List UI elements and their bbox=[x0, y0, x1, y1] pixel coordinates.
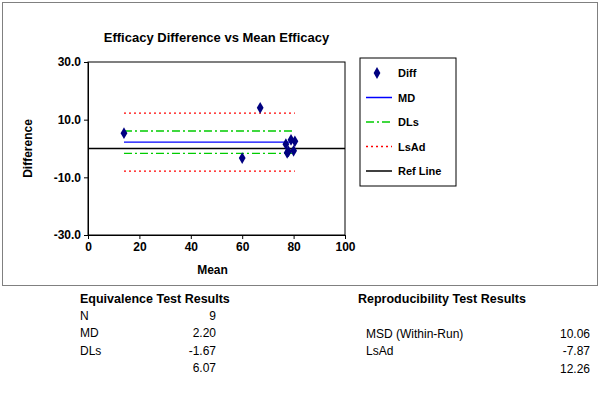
legend-box bbox=[360, 58, 456, 186]
legend-label: Ref Line bbox=[398, 165, 441, 177]
table-value: -7.87 bbox=[563, 344, 591, 358]
x-axis-line bbox=[89, 236, 346, 240]
table-value: 2.20 bbox=[193, 326, 217, 340]
legend-label: LsAd bbox=[398, 141, 426, 153]
limit-line bbox=[124, 113, 295, 114]
y-tick-label: 30.0 bbox=[58, 55, 82, 69]
legend-label: MD bbox=[398, 92, 415, 104]
x-tick: 100 bbox=[335, 235, 355, 254]
y-axis-title: Difference bbox=[21, 119, 35, 178]
x-tick-label: 20 bbox=[133, 240, 147, 254]
x-tick: 0 bbox=[85, 235, 92, 254]
y-tick-mark bbox=[84, 177, 88, 178]
limit-line bbox=[124, 171, 295, 172]
y-tick-mark bbox=[84, 62, 88, 63]
table-value: 9 bbox=[209, 309, 216, 323]
table-value: 12.26 bbox=[560, 362, 590, 376]
table-value: 10.06 bbox=[560, 327, 590, 341]
legend-symbol bbox=[366, 170, 392, 172]
x-tick-label: 60 bbox=[236, 240, 250, 254]
legend-label: Diff bbox=[398, 67, 417, 79]
x-axis: 0 20 40 60 80 100 bbox=[85, 235, 356, 254]
table-value: -1.67 bbox=[189, 344, 217, 358]
limit-line bbox=[124, 153, 295, 154]
y-tick-mark bbox=[84, 235, 88, 236]
legend-symbol bbox=[366, 97, 392, 99]
legend-symbol bbox=[366, 121, 392, 123]
x-tick-mark bbox=[139, 235, 140, 239]
y-tick: -30.0 bbox=[54, 228, 88, 242]
x-axis-title: Mean bbox=[197, 263, 228, 277]
table-label: MSD (Within-Run) bbox=[366, 327, 463, 341]
table-title: Reproducibility Test Results bbox=[358, 292, 526, 306]
point bbox=[257, 102, 264, 114]
point bbox=[239, 152, 246, 164]
y-axis: -30.0 -10.0 10.0 30.0 bbox=[54, 55, 89, 242]
table-value: 6.07 bbox=[193, 361, 217, 375]
x-tick: 60 bbox=[236, 235, 250, 254]
legend-symbol bbox=[366, 146, 392, 148]
x-tick: 80 bbox=[287, 235, 301, 254]
legend-label: DLs bbox=[398, 116, 419, 128]
reference-line bbox=[88, 148, 345, 149]
table-title: Equivalence Test Results bbox=[80, 292, 230, 306]
point bbox=[285, 145, 292, 157]
x-tick: 40 bbox=[185, 235, 199, 254]
x-tick-mark bbox=[345, 235, 346, 239]
chart-svg: Efficacy Difference vs Mean Efficacy 0 20 4… bbox=[0, 0, 602, 398]
x-tick-mark bbox=[242, 235, 243, 239]
plot-frame bbox=[88, 62, 345, 235]
plot-area bbox=[88, 102, 345, 171]
chart-title: Efficacy Difference vs Mean Efficacy bbox=[104, 30, 330, 45]
x-tick: 20 bbox=[133, 235, 147, 254]
table-label: MD bbox=[80, 326, 99, 340]
x-tick-mark bbox=[191, 235, 192, 239]
y-tick-label: 10.0 bbox=[58, 113, 82, 127]
y-tick-label: -30.0 bbox=[54, 228, 82, 242]
results-table: Reproducibility Test Results MSD (Within-… bbox=[358, 292, 590, 376]
point bbox=[121, 127, 128, 139]
y-tick: 30.0 bbox=[58, 55, 88, 69]
limit-line bbox=[124, 142, 295, 143]
point bbox=[291, 135, 298, 147]
x-tick-mark bbox=[294, 235, 295, 239]
y-axis-line bbox=[84, 63, 89, 236]
background bbox=[0, 0, 602, 398]
table-label: N bbox=[80, 309, 89, 323]
x-tick-label: 40 bbox=[185, 240, 199, 254]
x-tick-label: 80 bbox=[287, 240, 301, 254]
y-tick: -10.0 bbox=[54, 171, 88, 185]
x-tick-label: 0 bbox=[85, 240, 92, 254]
chart-border bbox=[3, 3, 598, 286]
table-label: DLs bbox=[80, 344, 101, 358]
y-tick-mark bbox=[84, 120, 88, 121]
x-tick-label: 100 bbox=[335, 240, 355, 254]
table-label: LsAd bbox=[366, 344, 393, 358]
limit-line bbox=[124, 130, 295, 131]
legend-symbol bbox=[374, 67, 381, 79]
y-tick: 10.0 bbox=[58, 113, 88, 127]
results-table: Equivalence Test Results N 9 MD 2.20 DLs -1.67… bbox=[80, 292, 230, 375]
legend: Diff MD DLs LsAd Ref Line bbox=[360, 58, 456, 186]
y-tick-label: -10.0 bbox=[54, 171, 82, 185]
